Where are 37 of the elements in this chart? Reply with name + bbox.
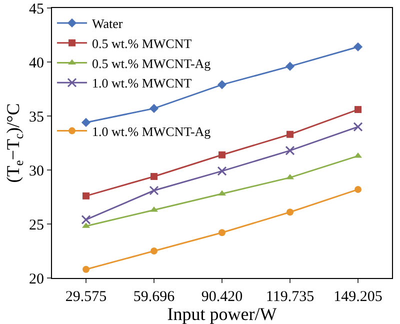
x-tick-label: 59.696 xyxy=(133,289,176,305)
point xyxy=(286,208,294,216)
y-tick-label: 20 xyxy=(29,271,44,288)
point xyxy=(81,214,91,224)
legend-label: 1.0 wt.% MWCNT xyxy=(92,76,192,91)
point xyxy=(82,266,90,273)
point xyxy=(149,104,159,113)
y-tick-label: 30 xyxy=(29,163,44,180)
x-tick-label: 90.420 xyxy=(201,289,243,305)
x-tick-label: 29.575 xyxy=(65,289,107,305)
point xyxy=(217,80,227,90)
legend-label: 0.5 wt.% MWCNT xyxy=(92,36,192,51)
point xyxy=(149,186,159,196)
y-tick-label: 45 xyxy=(29,1,44,18)
y-tick-label: 25 xyxy=(29,217,44,234)
point xyxy=(285,62,295,71)
point xyxy=(82,192,90,200)
x-axis-title: Input power/W xyxy=(167,304,277,324)
y-tick-label: 35 xyxy=(29,109,44,126)
point xyxy=(217,166,227,176)
point xyxy=(285,146,295,156)
point xyxy=(81,118,91,128)
legend-label: 0.5 wt.% MWCNT-Ag xyxy=(92,56,212,71)
point xyxy=(218,151,226,158)
point xyxy=(218,229,226,236)
legend-label: Water xyxy=(92,16,124,32)
x-tick-label: 119.735 xyxy=(266,289,314,305)
legend-label: 1.0 wt.% MWCNT-Ag xyxy=(92,124,212,139)
point xyxy=(353,42,363,52)
point xyxy=(354,106,362,114)
point xyxy=(354,186,362,193)
point xyxy=(150,248,158,254)
point xyxy=(353,122,363,132)
y-tick-label: 40 xyxy=(29,55,44,72)
point xyxy=(150,172,158,180)
x-tick-label: 149.205 xyxy=(334,289,382,305)
point xyxy=(286,130,294,138)
